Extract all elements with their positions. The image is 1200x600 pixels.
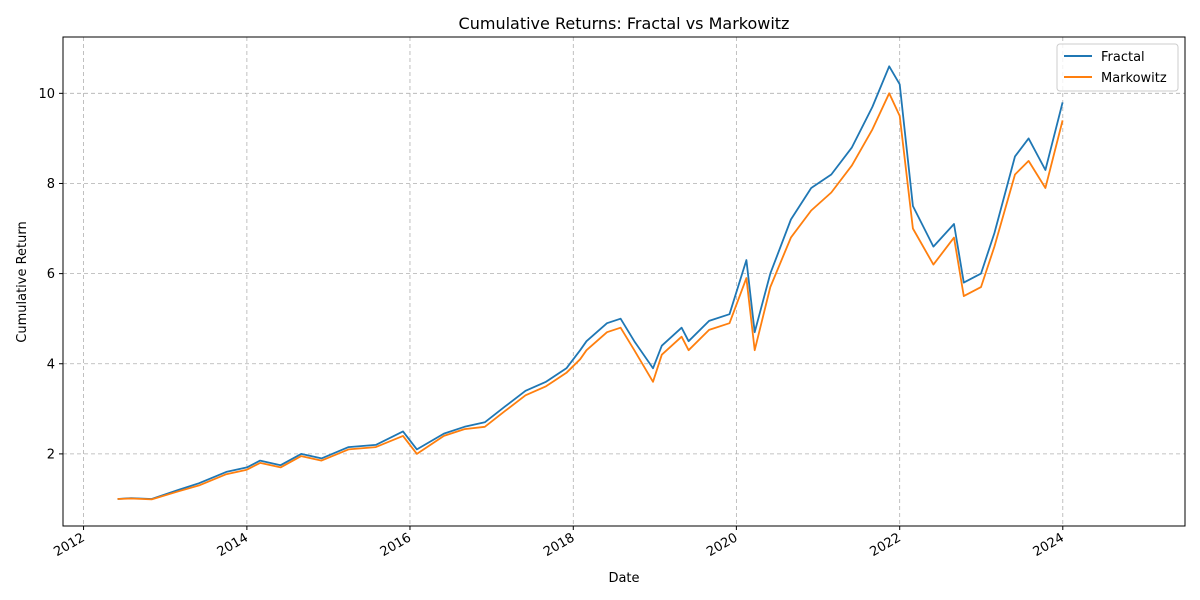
- plot-frame: [62, 36, 1186, 527]
- y-tick-label: 8: [47, 177, 55, 192]
- series-line-fractal: [117, 65, 1064, 500]
- legend-label-markowitz: Markowitz: [1101, 71, 1167, 86]
- y-axis-ticks: 2 4 6 8 10: [38, 87, 63, 462]
- legend-label-fractal: Fractal: [1101, 50, 1145, 65]
- series-layer: [117, 65, 1064, 501]
- x-axis-title: Date: [608, 571, 639, 586]
- y-axis-title: Cumulative Return: [15, 221, 30, 342]
- y-tick-label: 10: [38, 87, 55, 102]
- y-tick-label: 2: [47, 447, 55, 462]
- series-line-markowitz: [117, 92, 1064, 501]
- y-tick-label: 4: [47, 357, 55, 372]
- chart-title: Cumulative Returns: Fractal vs Markowitz: [459, 14, 790, 33]
- legend: Fractal Markowitz: [1056, 43, 1179, 92]
- y-tick-label: 6: [47, 267, 55, 282]
